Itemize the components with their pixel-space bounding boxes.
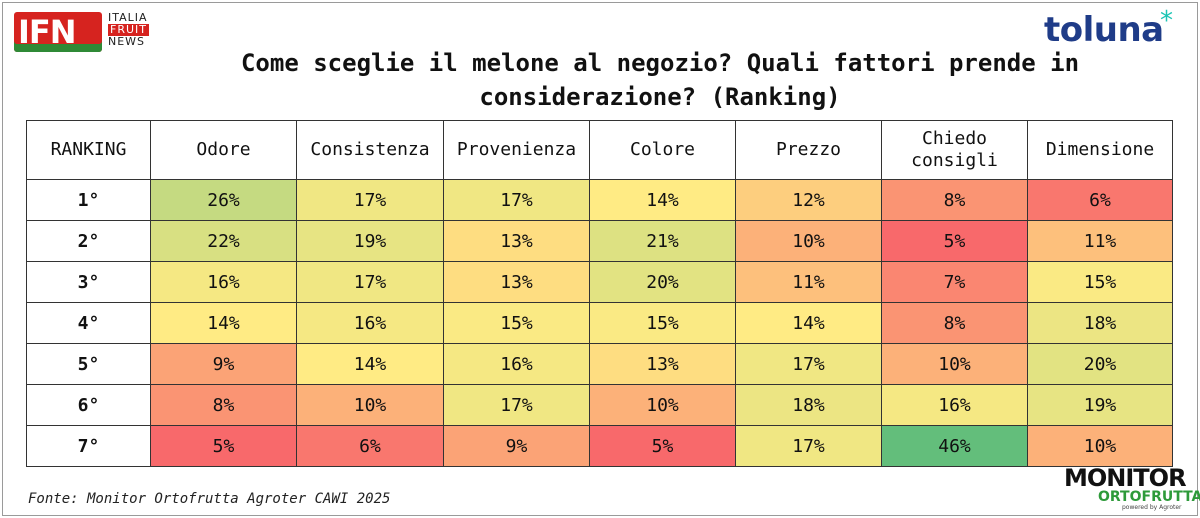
heatmap-cell: 16% (150, 261, 297, 303)
heatmap-cell: 8% (881, 179, 1028, 221)
toluna-star-icon: * (1160, 6, 1173, 36)
rank-label: 3° (26, 261, 151, 303)
heatmap-cell: 17% (443, 179, 590, 221)
table-row: 3° 16% 17% 13% 20% 11% 7% 15% (26, 261, 1173, 303)
table-row: 4° 14% 16% 15% 15% 14% 8% 18% (26, 302, 1173, 344)
heatmap-cell: 13% (443, 220, 590, 262)
table-body: 1° 26% 17% 17% 14% 12% 8% 6% 2° 22% 19% 13% 21% 10% 5%… (26, 179, 1173, 467)
heatmap-cell: 5% (150, 425, 297, 467)
monitor-ortofrutta-logo: MONITOR ORTOFRUTTA powered by Agroter (1064, 464, 1200, 511)
heatmap-cell: 6% (1027, 179, 1173, 221)
heatmap-cell: 17% (296, 261, 444, 303)
source-note: Fonte: Monitor Ortofrutta Agroter CAWI 2… (28, 491, 391, 507)
heatmap-cell: 18% (1027, 302, 1173, 344)
monitor-logo-line2: ORTOFRUTTA (1098, 489, 1200, 505)
table-row: 1° 26% 17% 17% 14% 12% 8% 6% (26, 179, 1173, 221)
ifn-logo-line1: ITALIA (108, 11, 148, 24)
heatmap-cell: 15% (1027, 261, 1173, 303)
rank-label: 2° (26, 220, 151, 262)
heatmap-cell: 14% (735, 302, 882, 344)
heatmap-cell: 10% (881, 343, 1028, 385)
heatmap-cell: 14% (296, 343, 444, 385)
chart-title-line1: Come sceglie il melone al negozio? Quali… (240, 49, 1080, 77)
rank-label: 1° (26, 179, 151, 221)
rank-label: 4° (26, 302, 151, 344)
rank-label: 7° (26, 425, 151, 467)
chart-title: Come sceglie il melone al negozio? Quali… (120, 46, 1200, 114)
table-row: 5° 9% 14% 16% 13% 17% 10% 20% (26, 343, 1173, 385)
table-row: 6° 8% 10% 17% 10% 18% 16% 19% (26, 384, 1173, 426)
heatmap-cell: 10% (1027, 425, 1173, 467)
heatmap-cell: 16% (443, 343, 590, 385)
heatmap-cell: 13% (589, 343, 736, 385)
ifn-logo-box (14, 12, 102, 52)
ifn-logo-line3: NEWS (108, 35, 146, 48)
heatmap-cell: 7% (881, 261, 1028, 303)
column-header-prezzo: Prezzo (735, 120, 882, 180)
heatmap-cell: 16% (296, 302, 444, 344)
column-header-colore: Colore (589, 120, 736, 180)
heatmap-cell: 10% (735, 220, 882, 262)
heatmap-cell: 20% (1027, 343, 1173, 385)
column-header-chiedo-consigli: Chiedo consigli (881, 120, 1028, 180)
heatmap-cell: 8% (881, 302, 1028, 344)
heatmap-cell: 12% (735, 179, 882, 221)
toluna-logo: toluna (1044, 10, 1164, 50)
rank-label: 5° (26, 343, 151, 385)
heatmap-cell: 13% (443, 261, 590, 303)
heatmap-cell: 18% (735, 384, 882, 426)
column-header-odore: Odore (150, 120, 297, 180)
heatmap-cell: 15% (443, 302, 590, 344)
heatmap-cell: 15% (589, 302, 736, 344)
heatmap-cell: 5% (589, 425, 736, 467)
heatmap-cell: 20% (589, 261, 736, 303)
heatmap-cell: 8% (150, 384, 297, 426)
heatmap-cell: 6% (296, 425, 444, 467)
table-row: 2° 22% 19% 13% 21% 10% 5% 11% (26, 220, 1173, 262)
ifn-logo: IFN ITALIA FRUIT NEWS (14, 12, 164, 56)
ifn-logo-line2: FRUIT (108, 23, 149, 36)
heatmap-cell: 9% (443, 425, 590, 467)
heatmap-cell: 17% (735, 425, 882, 467)
heatmap-cell: 14% (150, 302, 297, 344)
ifn-logo-letters: IFN (18, 13, 77, 51)
ifn-logo-text: ITALIA FRUIT NEWS (108, 12, 149, 48)
heatmap-cell: 19% (296, 220, 444, 262)
rank-label: 6° (26, 384, 151, 426)
heatmap-cell: 21% (589, 220, 736, 262)
heatmap-cell: 16% (881, 384, 1028, 426)
column-header-ranking: RANKING (26, 120, 151, 180)
heatmap-cell: 26% (150, 179, 297, 221)
heatmap-cell: 14% (589, 179, 736, 221)
ranking-table: RANKING Odore Consistenza Provenienza Colore… (26, 120, 1173, 467)
heatmap-cell: 10% (296, 384, 444, 426)
monitor-logo-line1: MONITOR (1064, 464, 1187, 492)
column-header-provenienza: Provenienza (443, 120, 590, 180)
table-header-row: RANKING Odore Consistenza Provenienza Colore… (26, 120, 1173, 180)
heatmap-cell: 19% (1027, 384, 1173, 426)
heatmap-cell: 17% (735, 343, 882, 385)
heatmap-cell: 22% (150, 220, 297, 262)
heatmap-cell: 10% (589, 384, 736, 426)
column-header-dimensione: Dimensione (1027, 120, 1173, 180)
heatmap-cell: 9% (150, 343, 297, 385)
heatmap-cell: 11% (1027, 220, 1173, 262)
column-header-consistenza: Consistenza (296, 120, 444, 180)
heatmap-cell: 17% (296, 179, 444, 221)
heatmap-cell: 11% (735, 261, 882, 303)
heatmap-cell: 46% (881, 425, 1028, 467)
table-row: 7° 5% 6% 9% 5% 17% 46% 10% (26, 425, 1173, 467)
monitor-logo-line3: powered by Agroter (1122, 504, 1182, 511)
heatmap-cell: 5% (881, 220, 1028, 262)
heatmap-cell: 17% (443, 384, 590, 426)
chart-title-line2: considerazione? (Ranking) (479, 83, 841, 111)
